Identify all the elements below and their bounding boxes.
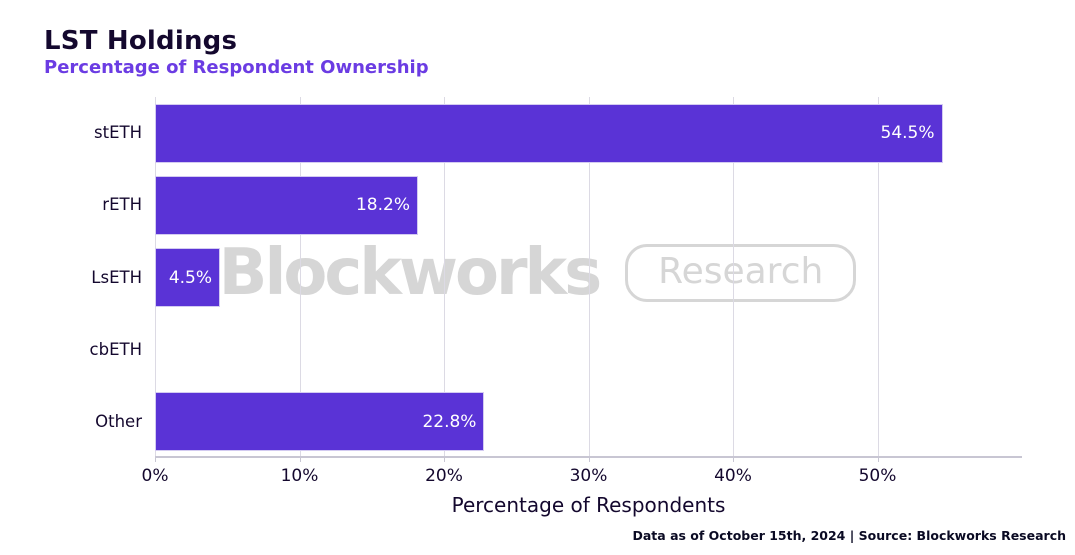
category-label-Other: Other: [95, 411, 142, 431]
plot-area: 0% 10% 20% 30% 40% 50% 54.5% 18.2% 4.5% 22.8%: [142, 97, 1022, 486]
x-tick-label: 10%: [280, 466, 319, 486]
x-tick-mark: [155, 458, 156, 462]
bar-rETH: 18.2%: [155, 175, 418, 235]
gridline-50%: [877, 97, 879, 456]
x-tick-mark: [588, 458, 590, 462]
category-label-stETH: stETH: [94, 123, 142, 143]
bar-value-label: 22.8%: [422, 411, 477, 432]
y-axis-category-labels: stETH rETH LsETH cbETH Other: [0, 97, 148, 458]
bar-value-label: 54.5%: [880, 123, 935, 144]
x-tick-label: 50%: [858, 466, 897, 486]
x-tick-label: 40%: [714, 466, 752, 486]
category-label-LsETH: LsETH: [91, 267, 142, 287]
chart-subtitle: Percentage of Respondent Ownership: [44, 57, 429, 78]
gridline-40%: [733, 97, 734, 456]
gridline-20%: [444, 97, 445, 456]
x-tick-label: 20%: [425, 466, 463, 486]
gridline-10%: [299, 97, 301, 456]
category-label-cbETH: cbETH: [89, 339, 142, 359]
x-tick-mark: [444, 458, 445, 462]
bar-stETH: 54.5%: [155, 103, 943, 163]
bar-value-label: 18.2%: [355, 195, 410, 216]
x-tick-mark: [733, 458, 734, 462]
x-tick-mark: [299, 458, 301, 462]
x-tick-mark: [877, 458, 879, 462]
gridline-30%: [588, 97, 590, 456]
bar-value-label: 4.5%: [168, 267, 213, 288]
source-footer: Data as of October 15th, 2024 | Source: …: [632, 528, 1067, 543]
x-tick-label: 30%: [569, 466, 608, 486]
bar-Other: 22.8%: [155, 392, 485, 452]
x-axis-title: Percentage of Respondents: [451, 493, 726, 517]
bar-LsETH: 4.5%: [155, 248, 221, 307]
chart-title: LST Holdings: [44, 26, 238, 56]
category-label-rETH: rETH: [102, 195, 142, 215]
x-tick-label: 0%: [141, 466, 169, 486]
